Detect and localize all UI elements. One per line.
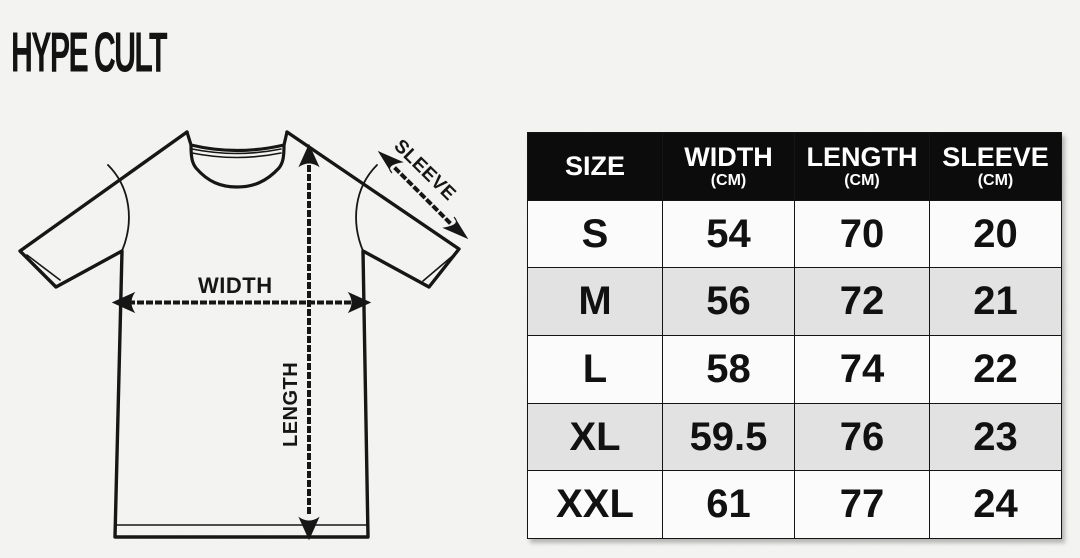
svg-text:LENGTH: LENGTH (280, 362, 302, 447)
svg-text:WIDTH: WIDTH (198, 273, 273, 298)
